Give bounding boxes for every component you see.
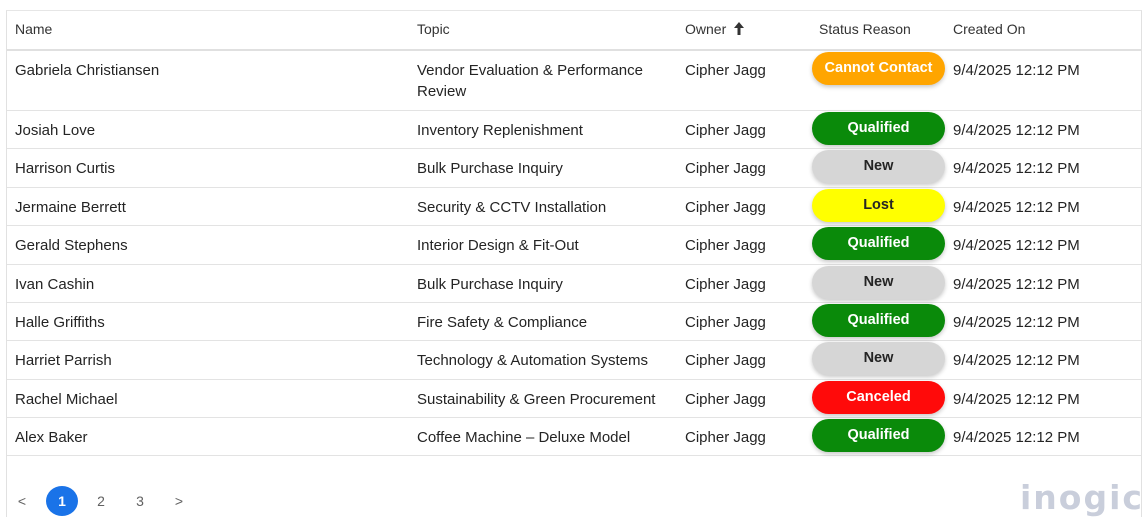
column-header-name[interactable]: Name — [15, 21, 53, 37]
lead-owner: Cipher Jagg — [685, 391, 766, 408]
table-row[interactable]: Ivan Cashin Bulk Purchase Inquiry Cipher J… — [7, 264, 1141, 303]
lead-topic: Security & CCTV Installation — [417, 199, 607, 216]
status-badge: Qualified — [812, 419, 945, 452]
lead-created-on: 9/4/2025 12:12 PM — [953, 352, 1080, 369]
lead-owner: Cipher Jagg — [685, 160, 766, 177]
lead-name: Harrison Curtis — [15, 160, 116, 177]
table-row[interactable]: Alex Baker Coffee Machine – Deluxe Model C… — [7, 417, 1141, 456]
table-row[interactable]: Josiah Love Inventory Replenishment Cipher… — [7, 110, 1141, 149]
table-row[interactable]: Halle Griffiths Fire Safety & Compliance C… — [7, 302, 1141, 341]
lead-name: Alex Baker — [15, 429, 88, 446]
lead-created-on: 9/4/2025 12:12 PM — [953, 199, 1080, 216]
lead-created-on: 9/4/2025 12:12 PM — [953, 276, 1080, 293]
lead-name: Gerald Stephens — [15, 237, 128, 254]
column-header-created-on[interactable]: Created On — [953, 21, 1026, 37]
table-row[interactable]: Gerald Stephens Interior Design & Fit-Out… — [7, 225, 1141, 265]
status-badge: Lost — [812, 189, 945, 222]
lead-owner: Cipher Jagg — [685, 62, 766, 79]
table-row[interactable]: Gabriela Christiansen Vendor Evaluation &… — [7, 50, 1141, 111]
page-2-button[interactable]: 2 — [97, 493, 105, 509]
lead-owner: Cipher Jagg — [685, 352, 766, 369]
lead-name: Ivan Cashin — [15, 276, 95, 293]
status-badge: Qualified — [812, 112, 945, 145]
lead-owner: Cipher Jagg — [685, 199, 766, 216]
lead-topic: Inventory Replenishment — [417, 122, 583, 139]
status-badge: New — [812, 150, 945, 183]
lead-topic: Fire Safety & Compliance — [417, 314, 588, 331]
status-badge: Qualified — [812, 304, 945, 337]
lead-name: Gabriela Christiansen — [15, 62, 160, 79]
lead-created-on: 9/4/2025 12:12 PM — [953, 314, 1080, 331]
lead-owner: Cipher Jagg — [685, 122, 766, 139]
page-1-button[interactable]: 1 — [46, 486, 78, 516]
lead-created-on: 9/4/2025 12:12 PM — [953, 160, 1080, 177]
lead-name: Josiah Love — [15, 122, 96, 139]
lead-name: Rachel Michael — [15, 391, 118, 408]
lead-created-on: 9/4/2025 12:12 PM — [953, 62, 1080, 79]
status-badge: New — [812, 266, 945, 299]
lead-topic: Sustainability & Green Procurement — [417, 391, 656, 408]
lead-topic: Coffee Machine – Deluxe Model — [417, 429, 631, 446]
lead-topic: Vendor Evaluation & Performance Review — [417, 62, 643, 100]
leads-grid: Name Topic Owner Status Reason Created O… — [6, 10, 1142, 517]
inogic-logo: inogic — [1020, 478, 1144, 517]
table-row[interactable]: Harrison Curtis Bulk Purchase Inquiry Ciph… — [7, 148, 1141, 188]
next-page-button[interactable]: > — [174, 493, 184, 509]
lead-name: Halle Griffiths — [15, 314, 105, 331]
lead-owner: Cipher Jagg — [685, 429, 766, 446]
status-badge: Cannot Contact — [812, 52, 945, 85]
lead-name: Jermaine Berrett — [15, 199, 126, 216]
column-header-owner[interactable]: Owner — [685, 21, 745, 38]
table-row[interactable]: Rachel Michael Sustainability & Green Pro… — [7, 379, 1141, 418]
status-badge: Qualified — [812, 227, 945, 260]
lead-created-on: 9/4/2025 12:12 PM — [953, 391, 1080, 408]
previous-page-button[interactable]: < — [17, 493, 27, 509]
grid-header: Name Topic Owner Status Reason Created O… — [7, 11, 1141, 51]
arrow-up-icon — [734, 22, 745, 38]
lead-topic: Interior Design & Fit-Out — [417, 237, 579, 254]
status-badge: Canceled — [812, 381, 945, 414]
lead-created-on: 9/4/2025 12:12 PM — [953, 122, 1080, 139]
table-row[interactable]: Harriet Parrish Technology & Automation S… — [7, 340, 1141, 380]
lead-topic: Bulk Purchase Inquiry — [417, 276, 563, 293]
lead-created-on: 9/4/2025 12:12 PM — [953, 429, 1080, 446]
lead-owner: Cipher Jagg — [685, 237, 766, 254]
lead-owner: Cipher Jagg — [685, 314, 766, 331]
column-header-owner-label: Owner — [685, 21, 727, 37]
column-header-status-reason[interactable]: Status Reason — [819, 21, 911, 37]
lead-created-on: 9/4/2025 12:12 PM — [953, 237, 1080, 254]
status-badge: New — [812, 342, 945, 375]
lead-name: Harriet Parrish — [15, 352, 112, 369]
table-row[interactable]: Jermaine Berrett Security & CCTV Installa… — [7, 187, 1141, 226]
lead-owner: Cipher Jagg — [685, 276, 766, 293]
lead-topic: Bulk Purchase Inquiry — [417, 160, 563, 177]
page-3-button[interactable]: 3 — [136, 493, 144, 509]
column-header-topic[interactable]: Topic — [417, 21, 450, 37]
lead-topic: Technology & Automation Systems — [417, 352, 648, 369]
